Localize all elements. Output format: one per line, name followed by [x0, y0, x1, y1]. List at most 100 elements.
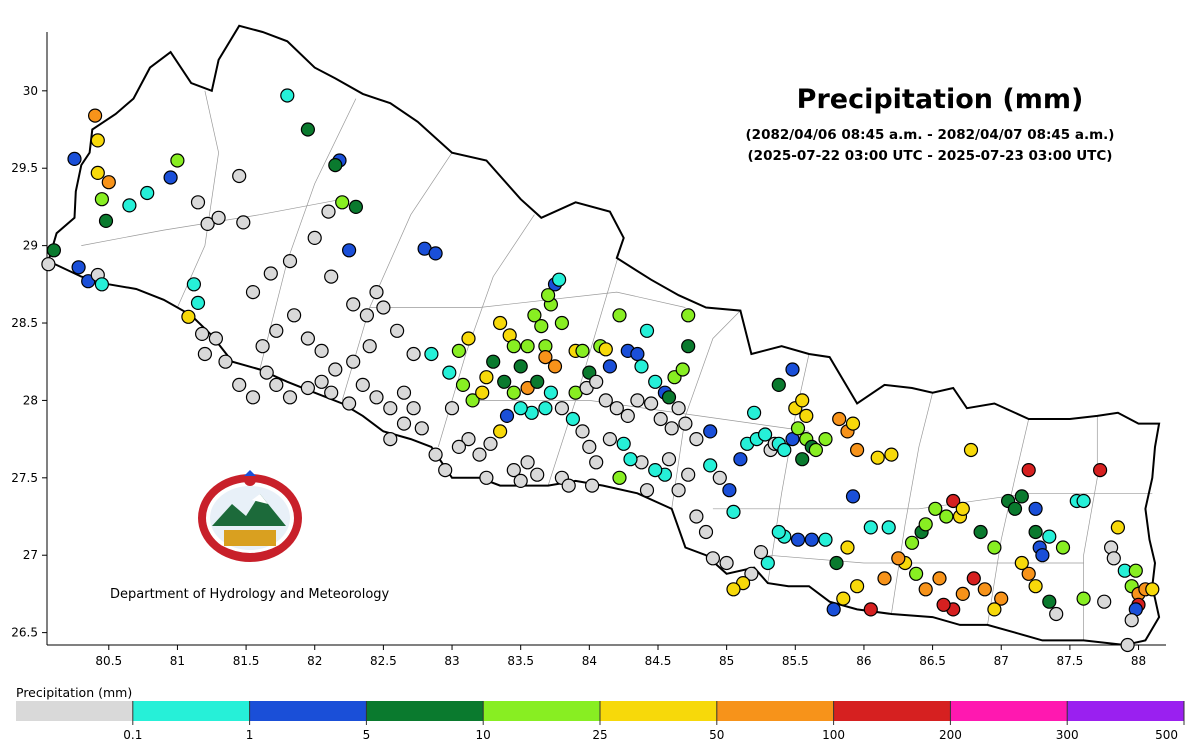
station-marker	[406, 401, 421, 416]
station-marker	[493, 424, 508, 439]
legend-boundary-label: 10	[476, 728, 491, 742]
station-marker	[87, 108, 103, 123]
station-marker	[451, 343, 466, 358]
station-marker	[355, 377, 370, 392]
x-tick-label: 81	[170, 654, 185, 668]
station-marker	[795, 452, 810, 467]
station-marker	[643, 396, 659, 411]
station-marker	[808, 442, 824, 458]
station-marker	[342, 396, 357, 411]
station-marker	[497, 374, 512, 389]
district-line	[671, 310, 741, 509]
legend-boundary-label: 50	[709, 728, 724, 742]
station-marker	[681, 308, 696, 323]
legend-boundary-label: 25	[592, 728, 607, 742]
station-marker	[321, 204, 336, 219]
station-marker	[424, 346, 439, 362]
station-marker	[987, 602, 1002, 617]
station-marker	[282, 390, 298, 405]
station-marker	[584, 478, 600, 493]
station-marker	[208, 331, 223, 346]
station-marker	[689, 432, 704, 447]
station-marker	[1076, 591, 1091, 606]
district-line	[547, 237, 625, 486]
legend-swatch	[366, 701, 484, 721]
station-marker	[712, 470, 727, 485]
station-marker	[255, 339, 270, 354]
station-marker	[908, 566, 924, 581]
station-marker	[946, 493, 961, 509]
station-marker	[973, 524, 988, 540]
station-marker	[245, 390, 261, 405]
station-marker	[300, 331, 315, 346]
station-marker	[609, 401, 624, 416]
x-axis: 80.5 81 81.5 82 82.5 83 83.5 84 84.5 85 85.5 86 86.5…	[95, 645, 1146, 668]
x-tick-label: 87	[994, 654, 1009, 668]
station-marker	[849, 579, 865, 594]
station-marker	[1035, 548, 1050, 563]
station-marker	[465, 393, 480, 408]
station-marker	[455, 377, 471, 392]
station-marker	[760, 555, 775, 571]
x-tick-label: 86	[856, 654, 871, 668]
station-marker	[722, 483, 737, 498]
station-marker	[771, 377, 786, 392]
station-marker	[795, 393, 810, 408]
y-tick-label: 28	[23, 393, 38, 407]
station-marker	[442, 365, 457, 380]
station-marker	[396, 416, 412, 431]
station-marker	[245, 285, 261, 300]
station-marker	[705, 551, 721, 566]
station-marker	[300, 380, 315, 396]
station-marker	[359, 308, 374, 323]
station-marker	[493, 315, 508, 331]
station-marker	[348, 199, 363, 214]
station-marker	[630, 393, 645, 408]
station-marker	[881, 520, 896, 535]
station-marker	[561, 478, 576, 493]
district-line	[177, 90, 219, 308]
station-marker	[1014, 555, 1029, 571]
legend-swatch	[833, 701, 951, 721]
station-marker	[664, 421, 679, 436]
station-marker	[369, 285, 384, 300]
station-marker	[406, 346, 421, 362]
station-marker	[538, 350, 553, 365]
map-title: Precipitation (mm)	[796, 84, 1084, 115]
station-marker	[804, 532, 819, 547]
station-marker	[777, 442, 792, 458]
station-marker	[733, 452, 748, 467]
station-marker	[269, 323, 284, 338]
station-marker	[870, 450, 885, 465]
station-marker	[428, 447, 443, 462]
x-tick-label: 87.5	[1057, 654, 1084, 668]
station-marker	[639, 483, 655, 498]
station-marker	[186, 277, 201, 292]
nepal-boundary	[47, 24, 1161, 647]
station-marker	[527, 308, 542, 323]
station-marker	[845, 489, 861, 504]
station-marker	[263, 266, 278, 281]
station-marker	[444, 401, 460, 416]
station-marker	[994, 591, 1009, 606]
station-marker	[589, 374, 604, 389]
station-marker	[689, 509, 704, 524]
x-tick-label: 82	[307, 654, 322, 668]
legend-boundary-label: 300	[1056, 728, 1079, 742]
district-line	[712, 492, 1153, 510]
station-marker	[799, 408, 814, 423]
station-marker	[513, 401, 528, 416]
station-marker	[101, 175, 116, 190]
station-marker	[540, 288, 556, 303]
station-marker	[602, 359, 618, 374]
station-marker	[383, 432, 398, 447]
station-marker	[928, 501, 943, 516]
legend-swatch	[132, 701, 250, 721]
district-line	[341, 152, 453, 401]
station-marker	[369, 390, 384, 405]
station-marker	[328, 362, 343, 377]
station-marker	[963, 442, 979, 458]
station-marker	[414, 421, 429, 436]
station-marker	[648, 374, 663, 389]
station-marker	[259, 365, 274, 380]
